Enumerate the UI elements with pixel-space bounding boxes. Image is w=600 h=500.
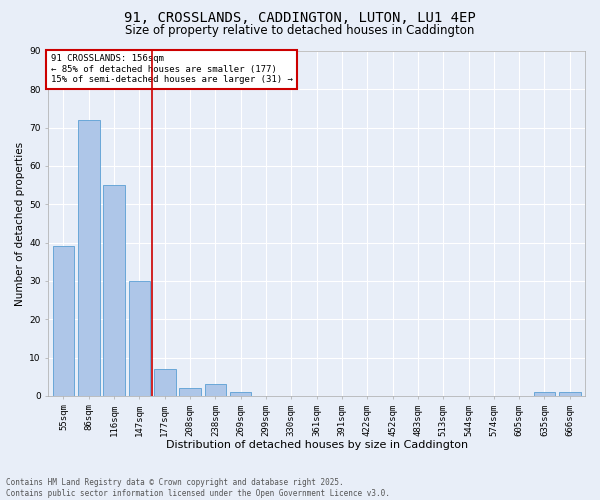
Bar: [179, 388, 201, 396]
Bar: [559, 392, 581, 396]
Text: Contains HM Land Registry data © Crown copyright and database right 2025.
Contai: Contains HM Land Registry data © Crown c…: [6, 478, 390, 498]
Text: 91, CROSSLANDS, CADDINGTON, LUTON, LU1 4EP: 91, CROSSLANDS, CADDINGTON, LUTON, LU1 4…: [124, 12, 476, 26]
Bar: [534, 392, 555, 396]
Bar: [78, 120, 100, 396]
Bar: [205, 384, 226, 396]
X-axis label: Distribution of detached houses by size in Caddington: Distribution of detached houses by size …: [166, 440, 468, 450]
Bar: [103, 185, 125, 396]
Bar: [128, 281, 150, 396]
Text: 91 CROSSLANDS: 156sqm
← 85% of detached houses are smaller (177)
15% of semi-det: 91 CROSSLANDS: 156sqm ← 85% of detached …: [51, 54, 293, 84]
Y-axis label: Number of detached properties: Number of detached properties: [15, 142, 25, 306]
Bar: [53, 246, 74, 396]
Bar: [230, 392, 251, 396]
Bar: [154, 369, 176, 396]
Text: Size of property relative to detached houses in Caddington: Size of property relative to detached ho…: [125, 24, 475, 37]
